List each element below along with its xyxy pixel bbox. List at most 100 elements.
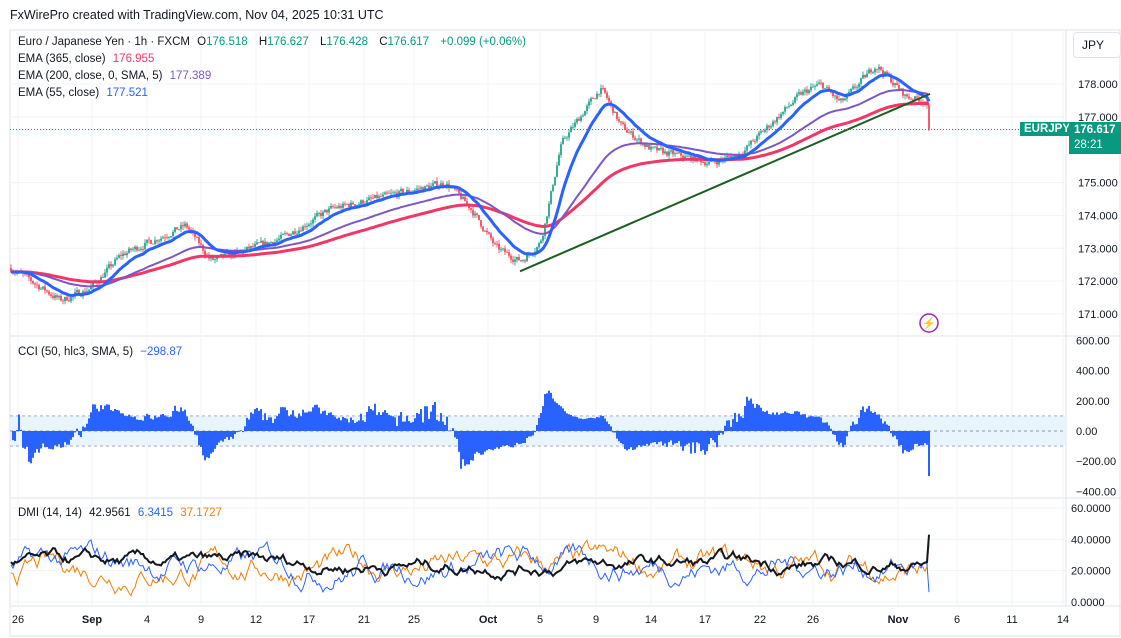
candle-body	[594, 98, 596, 100]
candle-body	[708, 161, 710, 165]
candle-body	[754, 140, 756, 142]
x-tick-label: 17	[699, 614, 711, 626]
last-price-tag: 176.617 28:21	[1069, 122, 1121, 154]
candle-body	[338, 205, 340, 209]
candle-body	[550, 190, 552, 204]
candle-body	[812, 86, 814, 88]
candle-body	[650, 146, 652, 150]
candle-body	[586, 105, 588, 111]
price-tick-label: 175.000	[1078, 178, 1118, 190]
ema55-legend[interactable]: EMA (55, close) 177.521	[18, 87, 152, 99]
candle-body	[782, 111, 784, 115]
candle-body	[526, 255, 528, 262]
candle-body	[702, 162, 704, 163]
candle-body	[32, 280, 34, 284]
ema200-legend[interactable]: EMA (200, close, 0, SMA, 5) 177.389	[18, 70, 215, 82]
candle-body	[336, 207, 338, 209]
candle-body	[806, 89, 808, 94]
cci-tick-label: 400.00	[1076, 366, 1110, 378]
candle-body	[574, 122, 576, 127]
candle-body	[772, 121, 774, 127]
candle-body	[362, 200, 364, 204]
candle-body	[652, 146, 654, 148]
candle-body	[894, 83, 896, 86]
candle-body	[716, 162, 718, 165]
candle-body	[216, 256, 218, 260]
candle-body	[476, 213, 478, 216]
candle-body	[790, 104, 792, 106]
currency-button[interactable]: JPY	[1073, 32, 1121, 58]
candle-body	[36, 284, 38, 286]
candle-body	[162, 237, 164, 239]
candle-body	[148, 239, 150, 241]
candle-body	[688, 155, 690, 157]
candle-body	[284, 233, 286, 235]
candle-body	[432, 183, 434, 186]
candle-body	[824, 88, 826, 89]
candle-body	[188, 227, 190, 230]
ema365-legend[interactable]: EMA (365, close) 176.955	[18, 53, 158, 65]
candle-body	[330, 206, 332, 209]
candle-body	[834, 95, 836, 97]
x-tick-label: 5	[537, 614, 543, 626]
dmi-adx-value: 42.9561	[89, 507, 131, 519]
low-value: 176.428	[326, 36, 368, 48]
candle-body	[78, 290, 80, 295]
cci-value: −298.87	[140, 346, 183, 358]
candle-body	[256, 242, 258, 245]
candle-body	[288, 233, 290, 236]
candle-body	[140, 248, 142, 250]
candle-body	[44, 286, 46, 291]
candle-body	[420, 187, 422, 189]
candle-body	[904, 94, 906, 96]
candle-body	[210, 257, 212, 259]
candle-body	[414, 190, 416, 192]
candle-body	[638, 138, 640, 140]
candle-body	[680, 152, 682, 156]
candle-body	[260, 240, 262, 243]
candle-body	[228, 251, 230, 257]
symbol-tag: EURJPY	[1020, 122, 1075, 136]
dmi-plus-value: 6.3415	[137, 507, 174, 519]
x-tick-label: 22	[754, 614, 766, 626]
candle-body	[822, 82, 824, 89]
candle-body	[132, 249, 134, 250]
candle-body	[214, 259, 216, 260]
candle-body	[108, 264, 110, 268]
candle-body	[808, 90, 810, 94]
candle-body	[488, 232, 490, 234]
cci-legend[interactable]: CCI (50, hlc3, SMA, 5) −298.87	[18, 346, 186, 358]
candle-body	[726, 155, 728, 158]
candle-body	[366, 200, 368, 205]
candle-body	[58, 296, 60, 298]
candle-body	[668, 151, 670, 156]
candle-body	[628, 132, 630, 134]
adx-line	[10, 534, 930, 582]
symbol-name: Euro / Japanese Yen · 1h · FXCM	[18, 36, 190, 48]
x-tick-label: 26	[12, 614, 24, 626]
candle-body	[88, 289, 90, 292]
x-tick-label: 12	[250, 614, 262, 626]
candle-body	[122, 253, 124, 257]
candle-body	[844, 98, 846, 101]
close-label: C	[379, 36, 388, 48]
candle-body	[406, 189, 408, 193]
x-tick-label: Sep	[82, 614, 102, 626]
candle-body	[480, 220, 482, 227]
candle-body	[664, 151, 666, 154]
candle-body	[150, 240, 152, 244]
candle-body	[38, 284, 40, 290]
candle-body	[800, 92, 802, 95]
candle-body	[302, 226, 304, 232]
candle-body	[212, 257, 214, 260]
candle-body	[312, 219, 314, 224]
candle-body	[836, 95, 838, 99]
candle-body	[802, 91, 804, 95]
candle-body	[878, 66, 880, 70]
ema365-label: EMA (365, close)	[18, 53, 106, 65]
candle-body	[750, 140, 752, 145]
dmi-legend[interactable]: DMI (14, 14) 42.9561 6.3415 37.1727	[18, 507, 226, 519]
candle-body	[542, 235, 544, 241]
close-value: 176.617	[387, 36, 430, 48]
